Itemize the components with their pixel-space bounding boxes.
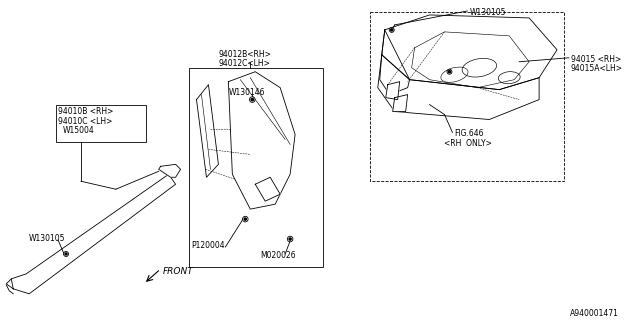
Bar (189, 68, 323, 267)
Circle shape (63, 252, 68, 256)
Text: M020026: M020026 (260, 251, 296, 260)
Text: W130146: W130146 (228, 88, 265, 97)
Text: FRONT: FRONT (163, 267, 193, 276)
Polygon shape (393, 95, 408, 112)
Polygon shape (380, 30, 410, 95)
Circle shape (243, 216, 248, 222)
Polygon shape (12, 174, 175, 294)
Text: 94015 <RH>: 94015 <RH> (571, 55, 621, 64)
Text: P120004: P120004 (191, 241, 225, 250)
Circle shape (389, 28, 394, 32)
Circle shape (390, 29, 393, 31)
Polygon shape (159, 164, 180, 177)
Text: 94015A<LH>: 94015A<LH> (571, 64, 623, 73)
Circle shape (289, 238, 291, 240)
Text: W130105: W130105 (29, 234, 66, 243)
Polygon shape (378, 55, 539, 119)
Circle shape (250, 97, 255, 102)
Circle shape (287, 236, 293, 242)
Text: W130105: W130105 (469, 8, 506, 17)
Circle shape (65, 253, 67, 255)
Text: 94012B<RH>: 94012B<RH> (218, 50, 271, 59)
Polygon shape (196, 85, 218, 177)
Text: W15004: W15004 (63, 126, 95, 135)
Text: 94010C <LH>: 94010C <LH> (58, 116, 113, 125)
Circle shape (251, 98, 253, 101)
Circle shape (447, 69, 452, 74)
Polygon shape (228, 72, 295, 209)
Circle shape (449, 71, 451, 73)
Text: A940001471: A940001471 (570, 309, 619, 318)
Polygon shape (381, 15, 557, 90)
Text: <RH  ONLY>: <RH ONLY> (445, 140, 492, 148)
Polygon shape (386, 82, 399, 100)
Bar (56, 105, 146, 142)
Circle shape (244, 218, 246, 220)
Text: 94012C<LH>: 94012C<LH> (218, 59, 270, 68)
Polygon shape (255, 177, 280, 201)
Bar (370, 12, 564, 181)
Text: FIG.646: FIG.646 (454, 130, 484, 139)
Text: 94010B <RH>: 94010B <RH> (58, 107, 113, 116)
